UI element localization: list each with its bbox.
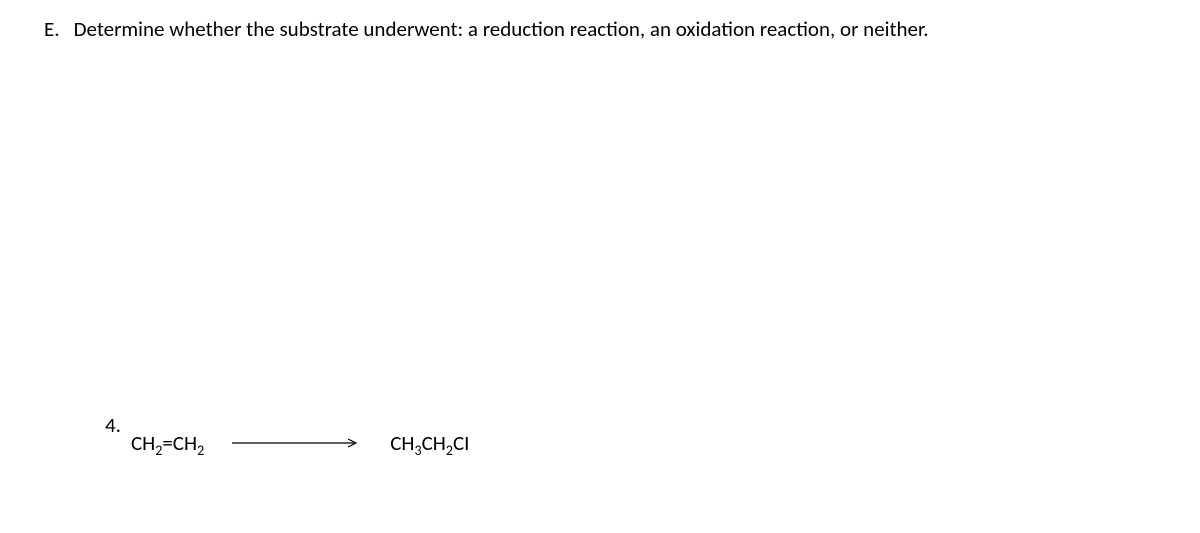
reactant-formula: CH2=CH2 [131,430,204,456]
formula-part: CH [390,430,414,456]
formula-part: CI [453,430,470,456]
formula-part: =CH [162,430,197,456]
question-header: E. Determine whether the substrate underw… [44,16,1180,43]
formula-part: CH [422,430,446,456]
formula-part: CH [131,430,155,456]
item-number: 4. [105,412,121,438]
formula-sub: 2 [197,442,204,459]
question-label: E. [44,16,60,43]
formula-sub: 3 [414,442,421,459]
reaction-container: 4. CH2=CH2 CH3CH2CI [105,430,469,456]
reaction-arrow-icon [232,437,362,449]
formula-sub: 2 [446,442,453,459]
question-text: Determine whether the substrate underwen… [74,16,929,42]
product-formula: CH3CH2CI [390,430,469,456]
